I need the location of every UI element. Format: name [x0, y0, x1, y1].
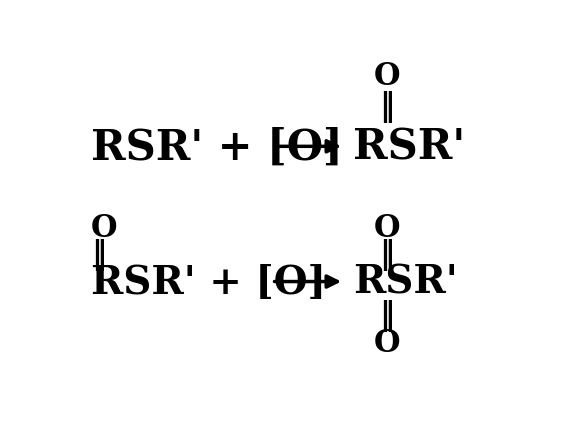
Text: O: O [374, 61, 400, 92]
Text: RSR': RSR' [353, 126, 465, 168]
Text: RSR' + [O]: RSR' + [O] [91, 126, 343, 168]
Text: O: O [374, 327, 400, 358]
Text: O: O [91, 212, 117, 244]
Text: ‖: ‖ [380, 239, 395, 271]
Text: RSR': RSR' [353, 263, 458, 301]
Text: O: O [374, 212, 400, 244]
Text: RSR' + [O]: RSR' + [O] [91, 263, 326, 301]
Text: ‖: ‖ [380, 91, 395, 123]
Text: ‖: ‖ [380, 300, 395, 332]
Text: ‖: ‖ [91, 239, 106, 271]
